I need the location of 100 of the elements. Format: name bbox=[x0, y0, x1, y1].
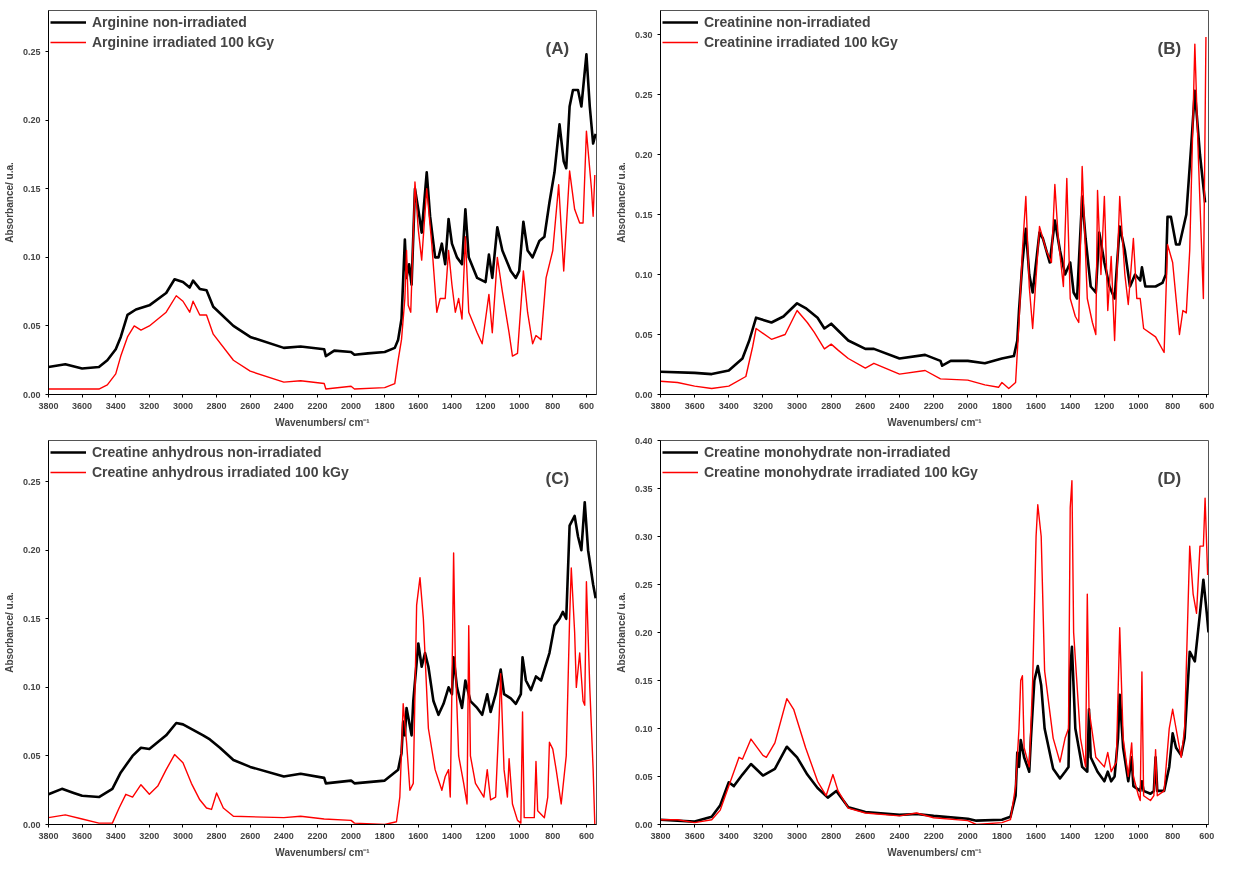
y-tick-label: 0.10 bbox=[634, 269, 653, 280]
x-tick-label: 2600 bbox=[855, 830, 876, 841]
y-tick-label: 0.25 bbox=[634, 579, 653, 590]
legend-label: Creatine anhydrous non-irradiated bbox=[92, 444, 322, 460]
x-tick-label: 2200 bbox=[923, 830, 944, 841]
y-tick-label: 0.20 bbox=[634, 149, 653, 160]
x-tick-label: 2600 bbox=[240, 400, 261, 411]
y-tick-label: 0.30 bbox=[634, 531, 653, 542]
x-tick-label: 3000 bbox=[787, 830, 808, 841]
x-tick-label: 2400 bbox=[273, 400, 294, 411]
x-tick-label: 2200 bbox=[923, 400, 944, 411]
x-tick-label: 1200 bbox=[1094, 830, 1115, 841]
x-tick-label: 1400 bbox=[441, 830, 462, 841]
x-tick-label: 3200 bbox=[752, 830, 773, 841]
x-tick-label: 3200 bbox=[139, 830, 160, 841]
y-tick-label: 0.05 bbox=[22, 750, 41, 761]
legend-label: Arginine non-irradiated bbox=[92, 14, 247, 30]
y-tick-label: 0.25 bbox=[634, 89, 653, 100]
legend-label: Creatine monohydrate non-irradiated bbox=[704, 444, 951, 460]
x-tick-label: 1600 bbox=[408, 830, 429, 841]
x-tick-label: 2800 bbox=[821, 400, 842, 411]
x-tick-label: 600 bbox=[578, 400, 594, 411]
y-axis-title: Absorbance/ u.a. bbox=[3, 591, 15, 673]
legend-label: Creatine monohydrate irradiated 100 kGy bbox=[704, 464, 978, 480]
x-tick-label: 2200 bbox=[307, 400, 328, 411]
x-tick-label: 1000 bbox=[509, 830, 530, 841]
x-tick-label: 3800 bbox=[650, 830, 671, 841]
y-tick-label: 0.15 bbox=[634, 675, 653, 686]
x-tick-label: 2000 bbox=[957, 400, 978, 411]
x-tick-label: 3800 bbox=[650, 400, 671, 411]
x-tick-label: 1800 bbox=[374, 830, 395, 841]
x-tick-label: 1200 bbox=[475, 830, 496, 841]
x-tick-label: 3400 bbox=[105, 400, 126, 411]
x-tick-label: 3600 bbox=[684, 400, 705, 411]
x-tick-label: 3200 bbox=[752, 400, 773, 411]
x-tick-label: 600 bbox=[1199, 830, 1215, 841]
x-axis-title: Wavenumbers/ cm⁻¹ bbox=[275, 846, 371, 858]
x-tick-label: 2600 bbox=[855, 400, 876, 411]
x-tick-label: 2400 bbox=[889, 830, 910, 841]
y-axis-title: Absorbance/ u.a. bbox=[615, 591, 627, 673]
legend-label: Creatinine irradiated 100 kGy bbox=[704, 34, 898, 50]
x-tick-label: 3400 bbox=[105, 830, 126, 841]
x-tick-label: 800 bbox=[1165, 400, 1181, 411]
y-tick-label: 0.20 bbox=[22, 115, 41, 126]
x-tick-label: 2400 bbox=[889, 400, 910, 411]
y-tick-label: 0.15 bbox=[634, 209, 653, 220]
x-tick-label: 600 bbox=[578, 830, 594, 841]
x-tick-label: 3000 bbox=[787, 400, 808, 411]
x-tick-label: 800 bbox=[545, 400, 561, 411]
y-tick-label: 0.10 bbox=[22, 252, 41, 263]
x-tick-label: 1600 bbox=[1026, 830, 1047, 841]
x-tick-label: 1600 bbox=[408, 400, 429, 411]
legend-label: Arginine irradiated 100 kGy bbox=[92, 34, 275, 50]
x-tick-label: 1400 bbox=[1060, 400, 1081, 411]
y-axis-title: Absorbance/ u.a. bbox=[3, 161, 15, 243]
x-tick-label: 800 bbox=[1165, 830, 1181, 841]
y-tick-label: 0.15 bbox=[22, 183, 41, 194]
annotation: (B) bbox=[1157, 39, 1182, 59]
x-tick-label: 3200 bbox=[139, 400, 160, 411]
y-tick-label: 0.00 bbox=[634, 389, 653, 400]
y-tick-label: 0.20 bbox=[22, 545, 41, 556]
x-tick-label: 1800 bbox=[991, 830, 1012, 841]
x-tick-label: 2000 bbox=[341, 400, 362, 411]
x-tick-label: 3400 bbox=[718, 400, 739, 411]
x-tick-label: 1200 bbox=[475, 400, 496, 411]
x-tick-label: 1800 bbox=[991, 400, 1012, 411]
y-tick-label: 0.00 bbox=[634, 819, 653, 830]
y-tick-label: 0.30 bbox=[634, 29, 653, 40]
y-tick-label: 0.25 bbox=[22, 46, 41, 57]
y-tick-label: 0.15 bbox=[22, 613, 41, 624]
annotation: (C) bbox=[545, 469, 570, 489]
y-tick-label: 0.05 bbox=[634, 771, 653, 782]
x-tick-label: 600 bbox=[1199, 400, 1215, 411]
x-tick-label: 2800 bbox=[206, 400, 227, 411]
x-tick-label: 3600 bbox=[684, 830, 705, 841]
y-tick-label: 0.25 bbox=[22, 476, 41, 487]
annotation: (A) bbox=[545, 39, 570, 59]
x-tick-label: 1000 bbox=[509, 400, 530, 411]
annotation: (D) bbox=[1157, 469, 1182, 489]
x-tick-label: 3000 bbox=[172, 400, 193, 411]
y-tick-label: 0.35 bbox=[634, 483, 653, 494]
x-axis-title: Wavenumbers/ cm⁻¹ bbox=[887, 846, 983, 858]
x-axis-title: Wavenumbers/ cm⁻¹ bbox=[887, 416, 983, 428]
x-tick-label: 2800 bbox=[821, 830, 842, 841]
x-tick-label: 2000 bbox=[957, 830, 978, 841]
x-tick-label: 1000 bbox=[1128, 400, 1149, 411]
x-tick-label: 3000 bbox=[172, 830, 193, 841]
x-tick-label: 1200 bbox=[1094, 400, 1115, 411]
y-tick-label: 0.40 bbox=[634, 435, 653, 446]
x-tick-label: 2400 bbox=[273, 830, 294, 841]
y-tick-label: 0.20 bbox=[634, 627, 653, 638]
x-tick-label: 3800 bbox=[38, 830, 59, 841]
x-tick-label: 1400 bbox=[1060, 830, 1081, 841]
x-tick-label: 2600 bbox=[240, 830, 261, 841]
x-tick-label: 2800 bbox=[206, 830, 227, 841]
x-tick-label: 3400 bbox=[718, 830, 739, 841]
x-tick-label: 3600 bbox=[72, 400, 93, 411]
y-tick-label: 0.05 bbox=[634, 329, 653, 340]
x-tick-label: 1800 bbox=[374, 400, 395, 411]
x-tick-label: 2200 bbox=[307, 830, 328, 841]
